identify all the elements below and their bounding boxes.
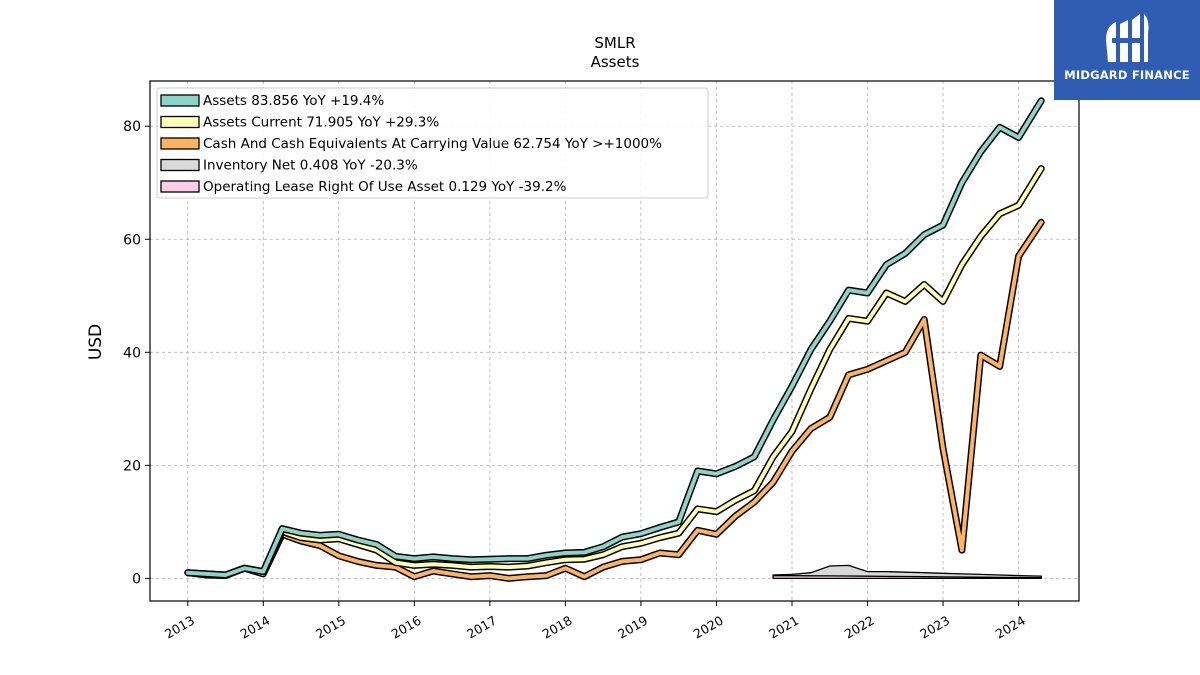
x-tick-label: 2018 bbox=[540, 613, 575, 642]
brand-logo: MIDGARD FINANCE bbox=[1054, 0, 1200, 100]
series-band-3 bbox=[772, 564, 1042, 580]
series-line-2 bbox=[185, 220, 1044, 581]
series-outline-2 bbox=[184, 218, 1045, 582]
logo-text: MIDGARD FINANCE bbox=[1064, 68, 1190, 82]
chart-title: SMLR bbox=[594, 34, 635, 52]
legend-swatch bbox=[160, 94, 200, 107]
logo-mark-icon bbox=[1106, 14, 1149, 62]
legend-swatch bbox=[160, 158, 200, 172]
x-tick-label: 2021 bbox=[766, 613, 801, 642]
x-tick-label: 2023 bbox=[917, 613, 952, 642]
y-tick-label: 60 bbox=[123, 232, 141, 248]
legend-box bbox=[156, 87, 709, 199]
series-lines bbox=[184, 97, 1045, 582]
legend-label: Assets Current 71.905 YoY +29.3% bbox=[203, 115, 439, 131]
x-tick-label: 2017 bbox=[464, 613, 499, 642]
x-tick-label: 2019 bbox=[615, 613, 650, 642]
x-tick-label: 2013 bbox=[162, 613, 197, 642]
series-fills bbox=[772, 564, 1042, 580]
legend-label: Operating Lease Right Of Use Asset 0.129… bbox=[203, 179, 567, 195]
series-band-4 bbox=[772, 574, 1042, 580]
y-tick-label: 0 bbox=[132, 571, 141, 587]
legend-swatch bbox=[160, 137, 200, 150]
x-tick-label: 2024 bbox=[993, 613, 1028, 642]
legend-label: Assets 83.856 YoY +19.4% bbox=[203, 93, 384, 109]
x-tick-label: 2020 bbox=[691, 613, 726, 642]
series-line-1 bbox=[185, 166, 1044, 577]
x-tick-label: 2016 bbox=[389, 613, 424, 642]
legend: Assets 83.856 YoY +19.4% Assets Current 7… bbox=[156, 87, 709, 199]
chart-subtitle: Assets bbox=[591, 53, 640, 71]
y-axis-label: USD bbox=[86, 324, 106, 360]
legend-swatch bbox=[160, 115, 200, 129]
legend-swatch bbox=[160, 180, 200, 193]
legend-label: Cash And Cash Equivalents At Carrying Va… bbox=[203, 136, 662, 152]
series-line-0 bbox=[185, 98, 1044, 577]
y-tick-label: 80 bbox=[123, 119, 141, 135]
x-tick-label: 2014 bbox=[238, 613, 273, 642]
y-tick-label: 20 bbox=[123, 458, 141, 474]
legend-label: Inventory Net 0.408 YoY -20.3% bbox=[203, 158, 418, 174]
y-tick-label: 40 bbox=[123, 345, 141, 361]
x-tick-label: 2022 bbox=[842, 613, 877, 642]
x-tick-label: 2015 bbox=[313, 613, 348, 642]
series-outline-1 bbox=[184, 165, 1045, 579]
plot-frame bbox=[149, 80, 1080, 602]
